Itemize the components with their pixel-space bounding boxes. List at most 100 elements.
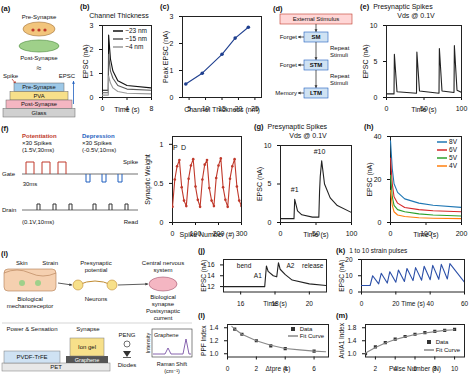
svg-text:0: 0 (160, 219, 164, 226)
svg-text:0: 0 (385, 105, 389, 112)
svg-text:20: 20 (374, 176, 382, 183)
svg-text:0: 0 (171, 230, 175, 237)
svg-text:bend: bend (237, 262, 252, 269)
svg-text:12: 12 (207, 282, 215, 289)
svg-text:0: 0 (378, 219, 382, 226)
svg-text:Post-Synapse: Post-Synapse (21, 101, 57, 107)
svg-text:Biological: Biological (150, 294, 176, 300)
svg-text:Repeat: Repeat (330, 45, 350, 51)
svg-text:0: 0 (349, 288, 353, 295)
svg-text:PVDF-TrFE: PVDF-TrFE (16, 354, 47, 360)
svg-text:0: 0 (279, 230, 283, 237)
svg-text:EPSC (nA): EPSC (nA) (256, 167, 264, 201)
svg-text:(i): (i) (1, 249, 9, 258)
svg-text:Spike Number (#): Spike Number (#) (180, 231, 235, 239)
svg-text:Stimuli: Stimuli (330, 52, 348, 58)
svg-text:Raman Shift: Raman Shift (157, 361, 188, 367)
svg-text:Peak EPSC (nA): Peak EPSC (nA) (162, 31, 170, 83)
svg-text:100: 100 (346, 230, 358, 237)
svg-text:20: 20 (306, 299, 314, 306)
svg-text:Neurons: Neurons (85, 296, 108, 302)
svg-text:0: 0 (360, 299, 364, 306)
svg-text:Time (s): Time (s) (263, 299, 287, 307)
svg-text:Glass: Glass (32, 110, 47, 116)
svg-text:Stimuli: Stimuli (330, 80, 348, 86)
svg-text:0: 0 (268, 219, 272, 226)
svg-text:An/A1 Index: An/A1 Index (338, 322, 345, 358)
svg-text:Time (s): Time (s) (413, 231, 438, 239)
svg-text:EPSC (nA): EPSC (nA) (366, 162, 374, 196)
svg-text:STM: STM (310, 62, 323, 68)
svg-text:0: 0 (389, 230, 393, 237)
svg-text:200: 200 (456, 230, 468, 237)
svg-text:40: 40 (374, 133, 382, 140)
svg-text:10: 10 (451, 364, 459, 371)
svg-text:(d): (d) (273, 4, 283, 13)
svg-text:PPF Index: PPF Index (200, 324, 207, 355)
svg-text:P: P (173, 144, 178, 151)
svg-text:16: 16 (207, 260, 215, 267)
svg-text:potential: potential (85, 267, 108, 273)
svg-text:EPSC (nA): EPSC (nA) (200, 259, 208, 291)
svg-text:PENG: PENG (118, 332, 135, 338)
svg-text:A2: A2 (286, 262, 294, 269)
svg-text:#10: #10 (314, 148, 326, 155)
svg-text:Biological: Biological (17, 296, 43, 302)
svg-text:EPSC (nA): EPSC (nA) (82, 44, 90, 78)
svg-text:300: 300 (236, 230, 248, 237)
svg-text:Strain: Strain (42, 260, 58, 266)
svg-text:1.4: 1.4 (347, 336, 356, 343)
svg-text:1.2: 1.2 (209, 336, 218, 343)
svg-text:20: 20 (392, 299, 400, 306)
svg-text:60: 60 (461, 299, 469, 306)
svg-text:Power & Sensation: Power & Sensation (6, 326, 57, 332)
svg-text:1: 1 (90, 70, 94, 77)
svg-text:Synapse: Synapse (76, 326, 100, 332)
svg-text:10: 10 (345, 271, 353, 278)
svg-text:Pre-Synapse: Pre-Synapse (22, 84, 56, 90)
svg-text:0.5: 0.5 (154, 180, 164, 187)
svg-text:Central nervous: Central nervous (142, 260, 184, 266)
svg-text:Repeat: Repeat (330, 73, 350, 79)
svg-text:1.0: 1.0 (209, 349, 218, 356)
svg-text:≈: ≈ (37, 63, 42, 73)
svg-text:Pulse Number (N): Pulse Number (N) (389, 364, 441, 372)
svg-text:30ms: 30ms (23, 181, 38, 187)
svg-text:Depression: Depression (82, 133, 115, 139)
svg-text:10: 10 (264, 142, 272, 149)
svg-text:(f): (f) (1, 124, 9, 133)
svg-text:3: 3 (170, 13, 174, 20)
svg-text:(a): (a) (1, 4, 11, 13)
svg-text:mechanoreceptor: mechanoreceptor (7, 303, 54, 309)
svg-text:Forget: Forget (280, 34, 298, 40)
svg-text:Potentiation: Potentiation (22, 133, 57, 139)
svg-text:Time (s): Time (s) (303, 231, 328, 239)
svg-text:release: release (302, 262, 324, 269)
svg-text:(cm⁻¹): (cm⁻¹) (164, 368, 180, 374)
svg-text:1.4: 1.4 (209, 323, 218, 330)
svg-text:0: 0 (226, 364, 230, 371)
svg-text:Δtpre (s): Δtpre (s) (266, 364, 291, 372)
svg-text:6: 6 (312, 364, 316, 371)
svg-text:0: 0 (170, 94, 174, 101)
svg-text:Graphene: Graphene (154, 332, 178, 338)
svg-text:Graphene: Graphene (75, 357, 99, 363)
svg-text:8: 8 (150, 105, 154, 112)
svg-text:Synaptic Weight: Synaptic Weight (144, 154, 152, 205)
svg-text:×30 Spikes: ×30 Spikes (82, 140, 112, 146)
svg-text:5: 5 (268, 180, 272, 187)
svg-text:External Stimulus: External Stimulus (293, 16, 340, 22)
svg-text:Channel Thickness (nm): Channel Thickness (nm) (184, 106, 260, 114)
svg-text:0: 0 (90, 94, 94, 101)
svg-text:2: 2 (90, 46, 94, 53)
svg-text:LTM: LTM (310, 90, 322, 96)
svg-text:Memory: Memory (275, 90, 297, 96)
svg-text:Spike: Spike (123, 159, 139, 165)
svg-text:Gate: Gate (2, 171, 16, 177)
svg-text:Time (s): Time (s) (411, 106, 436, 114)
svg-text:SM: SM (312, 34, 321, 40)
svg-text:synapse: synapse (152, 301, 175, 307)
svg-text:Intensity: Intensity (145, 333, 151, 354)
svg-text:Drain: Drain (2, 207, 16, 213)
svg-text:EPSC (nA): EPSC (nA) (338, 259, 346, 291)
